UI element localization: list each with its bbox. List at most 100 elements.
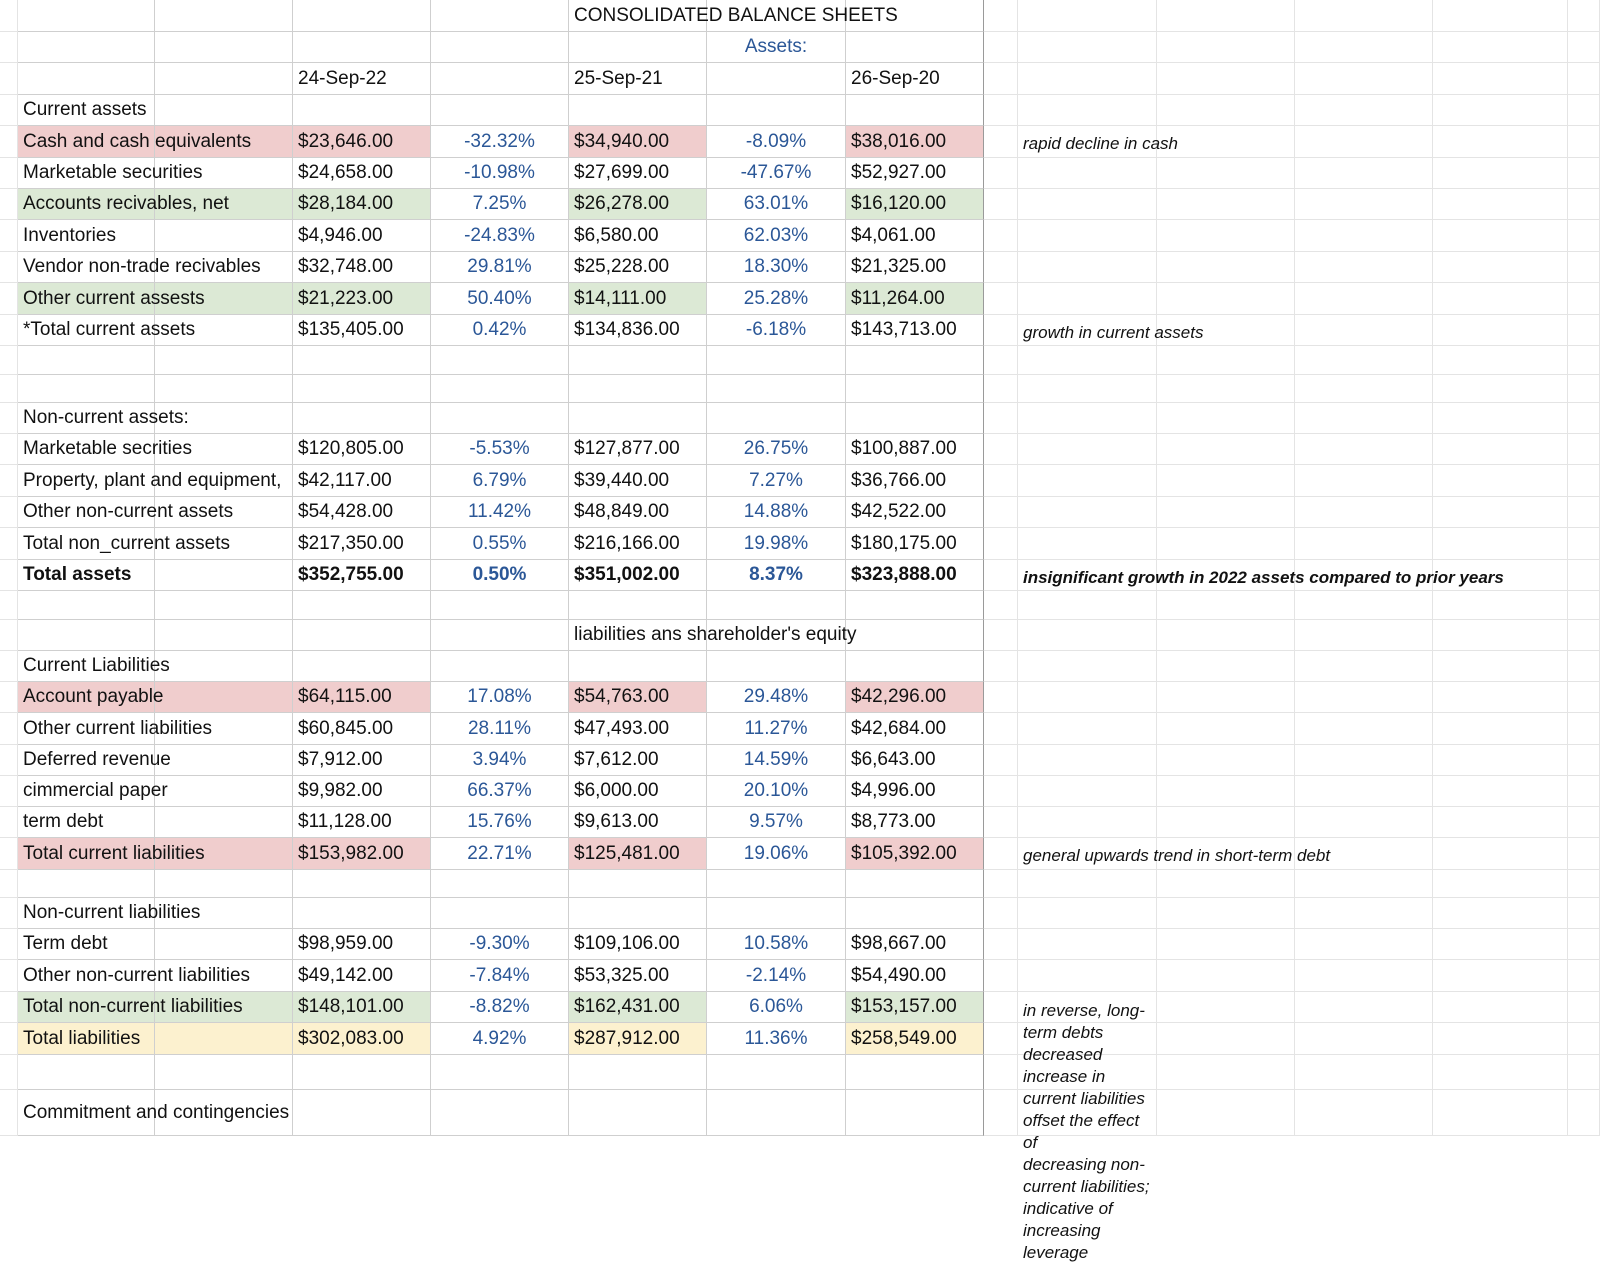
cell-f[interactable]: 14.59% [707, 745, 846, 776]
cell-f[interactable]: -6.18% [707, 315, 846, 346]
cell-rowhead[interactable] [0, 403, 18, 434]
cell-a[interactable]: Non-current assets: [18, 403, 189, 434]
cell-k[interactable] [1295, 189, 1433, 220]
cell-j[interactable] [1157, 375, 1295, 403]
cell-l[interactable] [1433, 713, 1568, 745]
cell-c[interactable] [293, 1090, 431, 1136]
cell-m[interactable] [1568, 32, 1600, 63]
cell-f[interactable]: 18.30% [707, 252, 846, 283]
cell-g[interactable] [846, 1055, 984, 1090]
cell-l[interactable] [1433, 560, 1568, 591]
cell-c[interactable]: 24-Sep-22 [293, 63, 431, 95]
cell-k[interactable] [1295, 158, 1433, 189]
cell-g[interactable]: $16,120.00 [846, 189, 984, 220]
cell-e[interactable]: $162,431.00 [569, 992, 707, 1023]
cell-h[interactable] [984, 1090, 1018, 1136]
cell-f[interactable] [707, 1055, 846, 1090]
cell-b[interactable] [155, 807, 293, 838]
cell-f[interactable] [707, 375, 846, 403]
cell-c[interactable]: $54,428.00 [293, 497, 431, 528]
cell-f[interactable]: 11.27% [707, 713, 846, 745]
cell-c[interactable] [293, 346, 431, 375]
cell-b[interactable] [155, 315, 293, 346]
cell-c[interactable]: $148,101.00 [293, 992, 431, 1023]
cell-g[interactable]: $258,549.00 [846, 1023, 984, 1055]
cell-e[interactable]: $26,278.00 [569, 189, 707, 220]
cell-a[interactable]: Cash and cash equivalents [18, 126, 251, 158]
cell-rowhead[interactable] [0, 776, 18, 807]
cell-k[interactable] [1295, 315, 1433, 346]
cell-e[interactable]: $134,836.00 [569, 315, 707, 346]
cell-m[interactable] [1568, 0, 1600, 32]
cell-rowhead[interactable] [0, 929, 18, 960]
cell-a[interactable]: *Total current assets [18, 315, 195, 346]
cell-m[interactable] [1568, 403, 1600, 434]
cell-g[interactable]: $153,157.00 [846, 992, 984, 1023]
cell-b[interactable] [155, 682, 293, 713]
cell-e[interactable]: $47,493.00 [569, 713, 707, 745]
cell-g[interactable] [846, 620, 984, 651]
cell-e[interactable]: $6,000.00 [569, 776, 707, 807]
cell-d[interactable] [431, 1055, 569, 1090]
cell-h[interactable] [984, 220, 1018, 252]
cell-l[interactable] [1433, 745, 1568, 776]
cell-f[interactable] [707, 870, 846, 898]
cell-d[interactable]: -32.32% [431, 126, 569, 158]
cell-c[interactable] [293, 898, 431, 929]
cell-e[interactable]: $53,325.00 [569, 960, 707, 992]
cell-b[interactable] [155, 403, 293, 434]
cell-a[interactable]: Total non-current liabilities [18, 992, 243, 1023]
cell-e[interactable]: liabilities ans shareholder's equity [569, 620, 856, 651]
cell-h[interactable] [984, 63, 1018, 95]
cell-a[interactable] [18, 346, 155, 375]
cell-a[interactable] [18, 870, 155, 898]
cell-i[interactable] [1018, 375, 1157, 403]
cell-h[interactable] [984, 651, 1018, 682]
cell-c[interactable]: $11,128.00 [293, 807, 431, 838]
cell-d[interactable]: 50.40% [431, 283, 569, 315]
cell-c[interactable]: $4,946.00 [293, 220, 431, 252]
cell-a[interactable]: Total assets [18, 560, 155, 591]
cell-j[interactable] [1157, 929, 1295, 960]
cell-i[interactable] [1018, 63, 1157, 95]
cell-rowhead[interactable] [0, 315, 18, 346]
cell-d[interactable] [431, 591, 569, 620]
cell-g[interactable] [846, 375, 984, 403]
cell-b[interactable] [155, 346, 293, 375]
cell-a[interactable]: Deferred revenue [18, 745, 171, 776]
cell-i[interactable]: in reverse, long-term debts decreased in… [1018, 992, 1157, 1262]
cell-l[interactable] [1433, 591, 1568, 620]
cell-l[interactable] [1433, 898, 1568, 929]
cell-f[interactable] [707, 63, 846, 95]
cell-b[interactable] [155, 95, 293, 126]
cell-j[interactable] [1157, 838, 1295, 870]
cell-d[interactable]: 6.79% [431, 465, 569, 497]
cell-l[interactable] [1433, 497, 1568, 528]
cell-f[interactable]: 9.57% [707, 807, 846, 838]
cell-a[interactable] [18, 620, 155, 651]
cell-f[interactable]: 20.10% [707, 776, 846, 807]
cell-b[interactable] [155, 591, 293, 620]
cell-c[interactable] [293, 620, 431, 651]
cell-f[interactable]: 63.01% [707, 189, 846, 220]
cell-a[interactable]: Inventories [18, 220, 155, 252]
cell-f[interactable]: -2.14% [707, 960, 846, 992]
cell-b[interactable] [155, 651, 293, 682]
cell-h[interactable] [984, 682, 1018, 713]
cell-d[interactable] [431, 63, 569, 95]
cell-l[interactable] [1433, 682, 1568, 713]
cell-g[interactable]: $42,684.00 [846, 713, 984, 745]
cell-j[interactable] [1157, 651, 1295, 682]
cell-i[interactable] [1018, 1023, 1157, 1055]
cell-e[interactable]: $109,106.00 [569, 929, 707, 960]
cell-f[interactable]: 7.27% [707, 465, 846, 497]
cell-g[interactable] [846, 346, 984, 375]
cell-h[interactable] [984, 346, 1018, 375]
cell-c[interactable]: $23,646.00 [293, 126, 431, 158]
cell-rowhead[interactable] [0, 1023, 18, 1055]
cell-i[interactable] [1018, 1055, 1157, 1090]
cell-i[interactable] [1018, 465, 1157, 497]
cell-k[interactable] [1295, 283, 1433, 315]
cell-i[interactable] [1018, 95, 1157, 126]
cell-j[interactable] [1157, 807, 1295, 838]
